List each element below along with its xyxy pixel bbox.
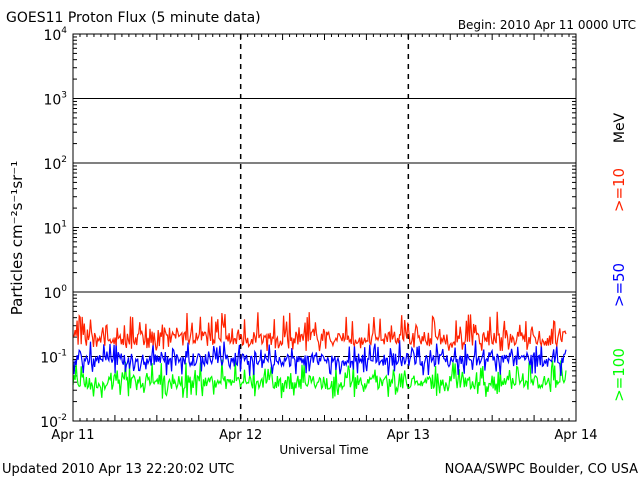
- y-tick-label: 100: [43, 284, 67, 302]
- series-line: [72, 311, 567, 352]
- x-tick-label: Apr 12: [219, 428, 262, 443]
- x-tick-label: Apr 14: [554, 428, 597, 443]
- legend-unit: MeV: [612, 112, 628, 143]
- y-tick-label: 103: [43, 91, 67, 109]
- begin-label: Begin: 2010 Apr 11 0000 UTC: [458, 18, 636, 32]
- y-tick-label: 104: [43, 26, 67, 44]
- legend-entry: >=10: [610, 168, 628, 212]
- y-axis-label: Particles cm⁻²s⁻¹sr⁻¹: [8, 161, 26, 315]
- chart-title: GOES11 Proton Flux (5 minute data): [6, 10, 261, 26]
- y-tick-label: 10-2: [40, 413, 67, 431]
- y-tick-label: 101: [43, 220, 67, 238]
- x-tick-labels: Apr 11 Apr 12 Apr 13 Apr 14: [51, 428, 597, 443]
- plot-frame: [72, 33, 577, 422]
- legend-entry: >=100: [610, 348, 628, 402]
- x-axis-label: Universal Time: [279, 443, 368, 457]
- updated-label: Updated 2010 Apr 13 22:20:02 UTC: [2, 462, 234, 477]
- series-line: [72, 359, 567, 399]
- series-group: [72, 311, 567, 399]
- series-line: [72, 340, 567, 376]
- legend: MeV >=10 >=50 >=100: [610, 112, 628, 401]
- y-tick-label: 10-1: [40, 349, 67, 367]
- y-tick-label: 102: [43, 155, 67, 173]
- x-tick-label: Apr 13: [387, 428, 430, 443]
- x-tick-label: Apr 11: [51, 428, 94, 443]
- y-tick-labels: 104 103 102 101 100 10-1 10-2: [40, 26, 67, 431]
- legend-entry: >=50: [610, 263, 628, 307]
- source-label: NOAA/SWPC Boulder, CO USA: [445, 462, 638, 477]
